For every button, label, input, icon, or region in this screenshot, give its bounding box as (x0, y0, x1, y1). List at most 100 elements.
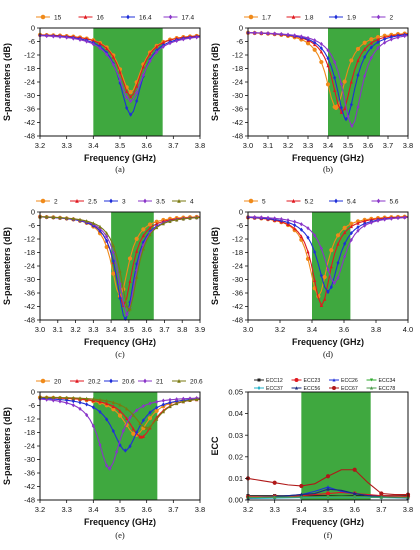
x-tick-label: 3.6 (363, 141, 373, 150)
data-point (195, 35, 199, 40)
data-point (188, 36, 192, 41)
legend-label: ECC78 (379, 386, 396, 392)
data-point (350, 123, 354, 128)
x-tick-label: 3.5 (343, 141, 353, 150)
data-point (121, 428, 125, 433)
data-point (111, 271, 116, 276)
legend-marker (332, 386, 336, 390)
y-tick-label: 0.03 (228, 431, 243, 440)
x-tick-label: 3.8 (371, 325, 381, 334)
data-point (253, 30, 257, 35)
data-point (125, 89, 129, 94)
series-2 (246, 30, 409, 128)
data-point (329, 247, 334, 253)
data-point (279, 31, 283, 37)
legend-label: 21 (156, 379, 164, 386)
data-point (389, 35, 393, 40)
x-tick-label: 3.3 (88, 325, 98, 334)
data-point (299, 234, 303, 239)
data-point (125, 416, 129, 421)
x-axis-label: Frequency (GHz) (84, 337, 156, 347)
data-point (293, 223, 297, 228)
y-tick-label: -12 (232, 51, 243, 60)
x-axis-label: Frequency (GHz) (292, 517, 364, 527)
data-point (396, 215, 400, 221)
data-point (363, 223, 367, 228)
x-tick-label: 3.8 (177, 325, 187, 334)
data-point (51, 215, 55, 219)
data-point (145, 426, 149, 430)
x-tick-label: 3.4 (88, 141, 98, 150)
data-point (141, 73, 145, 78)
x-tick-label: 4.0 (403, 325, 413, 334)
data-point (332, 280, 336, 285)
data-point (273, 31, 277, 36)
data-point (329, 284, 333, 290)
y-axis-label: S-parameters (dB) (210, 227, 220, 305)
data-point (161, 44, 165, 49)
data-point (111, 250, 115, 255)
data-point (319, 273, 323, 278)
data-point (323, 297, 327, 301)
data-point (403, 33, 407, 39)
data-point (326, 494, 330, 499)
data-point (339, 105, 343, 110)
data-point (148, 401, 152, 406)
x-tick-label: 3.7 (159, 325, 169, 334)
legend-marker (83, 14, 88, 19)
data-point (181, 37, 185, 42)
data-point (141, 227, 146, 232)
data-point (266, 215, 270, 220)
data-point (343, 230, 347, 235)
data-point (131, 426, 135, 431)
legend-label: 2.5 (88, 199, 97, 206)
data-point (105, 231, 109, 235)
data-point (319, 59, 324, 65)
legend-marker (334, 14, 338, 20)
data-point (175, 38, 179, 43)
data-point (105, 234, 109, 239)
data-point (98, 224, 102, 229)
legend-marker (75, 198, 79, 203)
data-point (369, 41, 373, 45)
legend: 1.7 1.8 1.9 2 (244, 15, 394, 22)
data-point (339, 82, 343, 87)
data-point (349, 237, 353, 242)
data-point (98, 442, 102, 447)
legend-marker (376, 198, 381, 204)
legend-label: 20.2 (88, 379, 101, 386)
data-point (175, 401, 179, 406)
data-point (125, 406, 129, 411)
data-point (333, 59, 337, 65)
legend-label: ECC12 (266, 378, 283, 384)
data-point (78, 406, 82, 411)
data-point (336, 260, 340, 265)
data-point (155, 225, 159, 230)
data-point (326, 48, 330, 53)
data-point (383, 37, 387, 42)
data-point (118, 70, 122, 74)
legend-label: 4 (190, 199, 194, 206)
data-point (129, 94, 133, 99)
data-point (336, 275, 340, 281)
legend-marker (143, 198, 147, 204)
y-tick-label: -42 (24, 302, 35, 311)
x-tick-label: 3.0 (243, 325, 253, 334)
data-point (319, 246, 323, 251)
x-tick-label: 3.6 (339, 325, 349, 334)
legend-marker (248, 198, 254, 204)
legend-label: 3.5 (156, 199, 165, 206)
y-tick-label: -30 (232, 275, 243, 284)
data-point (363, 47, 367, 51)
panel-caption: (f) (324, 530, 333, 540)
y-axis-label: S-parameters (dB) (2, 43, 12, 121)
data-point (356, 58, 360, 63)
data-point (168, 219, 172, 223)
chart-panel: 0 -6 -12 -18 -24 -30 -36 -42 -483.2 3.3 3.4 3.5 3.6 3… (2, 15, 205, 175)
data-point (344, 117, 348, 122)
data-point (135, 275, 139, 279)
data-point (161, 402, 165, 407)
data-point (148, 232, 152, 237)
data-point (141, 233, 145, 238)
data-point (111, 428, 115, 434)
